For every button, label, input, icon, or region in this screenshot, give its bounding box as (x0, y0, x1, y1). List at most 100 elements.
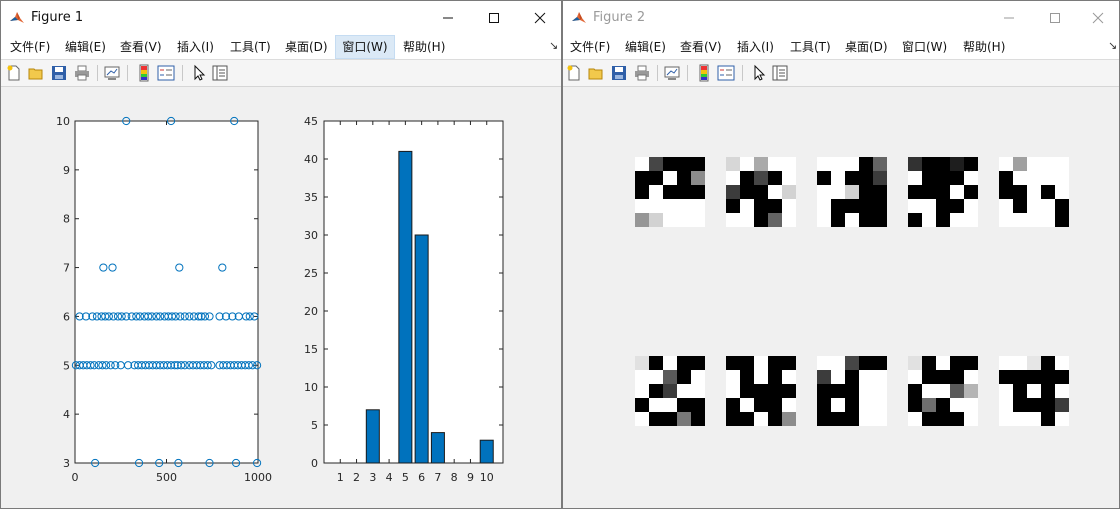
link-plot-icon[interactable] (663, 64, 681, 82)
x-tick-label: 10 (480, 471, 494, 484)
scatter-point (180, 312, 189, 321)
maximize-button[interactable] (471, 1, 517, 35)
x-tick-label: 6 (418, 471, 425, 484)
scatter-point (177, 361, 186, 370)
scatter-point (218, 263, 227, 272)
toolbar-separator (127, 65, 128, 81)
image-pixel (768, 356, 782, 370)
image-pixel (691, 370, 705, 384)
image-pixel (964, 199, 978, 213)
image-pixel (817, 412, 831, 426)
new-figure-icon[interactable] (5, 64, 23, 82)
image-pixel (859, 398, 873, 412)
open-file-icon[interactable] (27, 64, 45, 82)
scatter-point (132, 312, 141, 321)
insert-colorbar-icon[interactable] (135, 64, 153, 82)
print-icon[interactable] (633, 64, 651, 82)
new-figure-icon[interactable] (565, 64, 583, 82)
menu-insert[interactable]: 插入(I) (177, 40, 214, 54)
image-pixel (782, 356, 796, 370)
image-pixel (817, 157, 831, 171)
menu-window[interactable]: 窗口(W) (902, 40, 948, 54)
image-pixel (768, 171, 782, 185)
scatter-point (152, 312, 161, 321)
image-pixel (1055, 171, 1069, 185)
image-pixel (845, 171, 859, 185)
open-file-icon[interactable] (587, 64, 605, 82)
image-pixel (635, 370, 649, 384)
image-pixel (635, 199, 649, 213)
insert-colorbar-icon[interactable] (695, 64, 713, 82)
save-icon[interactable] (50, 64, 68, 82)
scatter-point (176, 312, 185, 321)
image-pixel (999, 412, 1013, 426)
title-bar[interactable]: Figure 1 (1, 1, 561, 35)
image-pixel (964, 356, 978, 370)
scatter-point (144, 312, 153, 321)
property-inspector-icon[interactable] (211, 64, 229, 82)
image-pixel (845, 185, 859, 199)
insert-legend-icon[interactable] (157, 64, 175, 82)
image-pixel (964, 213, 978, 227)
menu-help[interactable]: 帮助(H) (403, 40, 446, 54)
menu-desktop[interactable]: 桌面(D) (845, 40, 888, 54)
minimize-button[interactable] (425, 1, 471, 35)
close-button[interactable] (517, 1, 561, 35)
menu-desktop[interactable]: 桌面(D) (285, 40, 328, 54)
menu-edit[interactable]: 编辑(E) (65, 40, 106, 54)
menu-insert[interactable]: 插入(I) (737, 40, 774, 54)
image-pixel (817, 171, 831, 185)
menu-window[interactable]: 窗口(W) (335, 35, 395, 59)
menu-edit[interactable]: 编辑(E) (625, 40, 666, 54)
menu-file[interactable]: 文件(F) (10, 40, 51, 54)
scatter-point (167, 312, 177, 321)
window-title: Figure 2 (593, 10, 646, 25)
bar (398, 150, 413, 464)
scatter-point (175, 263, 184, 272)
image-pixel (1013, 356, 1027, 370)
menu-overflow-arrow-icon[interactable]: ↘ (1108, 39, 1118, 52)
image-tile-6 (635, 356, 705, 426)
image-pixel (754, 213, 768, 227)
maximize-button[interactable] (1032, 1, 1078, 35)
title-bar[interactable]: Figure 2 (563, 1, 1119, 35)
scatter-point (98, 361, 107, 370)
image-pixel (845, 157, 859, 171)
link-plot-icon[interactable] (103, 64, 121, 82)
print-icon[interactable] (73, 64, 91, 82)
image-pixel (936, 171, 950, 185)
menu-overflow-arrow-icon[interactable]: ↘ (549, 39, 559, 52)
menu-tools[interactable]: 工具(T) (790, 40, 831, 54)
scatter-point (215, 312, 224, 321)
image-pixel (845, 213, 859, 227)
image-pixel (691, 398, 705, 412)
menu-file[interactable]: 文件(F) (570, 40, 611, 54)
image-pixel (873, 199, 887, 213)
image-pixel (873, 384, 887, 398)
property-inspector-icon[interactable] (771, 64, 789, 82)
menu-help[interactable]: 帮助(H) (963, 40, 1006, 54)
close-button[interactable] (1075, 1, 1119, 35)
edit-plot-arrow-icon[interactable] (750, 64, 768, 82)
image-pixel (677, 356, 691, 370)
image-pixel (677, 171, 691, 185)
image-pixel (908, 199, 922, 213)
y-tick-label: 40 (304, 153, 318, 166)
image-pixel (1013, 398, 1027, 412)
menu-tools[interactable]: 工具(T) (230, 40, 271, 54)
matlab-logo-icon (572, 12, 586, 23)
scatter-point (106, 361, 115, 370)
x-tick-label: 9 (467, 471, 474, 484)
x-tick-label: 8 (451, 471, 458, 484)
image-pixel (845, 356, 859, 370)
image-pixel (635, 157, 649, 171)
menu-view[interactable]: 查看(V) (680, 40, 722, 54)
image-pixel (908, 185, 922, 199)
menu-view[interactable]: 查看(V) (120, 40, 162, 54)
image-tile-4 (908, 157, 978, 227)
edit-plot-arrow-icon[interactable] (190, 64, 208, 82)
y-tick-label: 0 (311, 457, 318, 470)
save-icon[interactable] (610, 64, 628, 82)
minimize-button[interactable] (986, 1, 1032, 35)
insert-legend-icon[interactable] (717, 64, 735, 82)
